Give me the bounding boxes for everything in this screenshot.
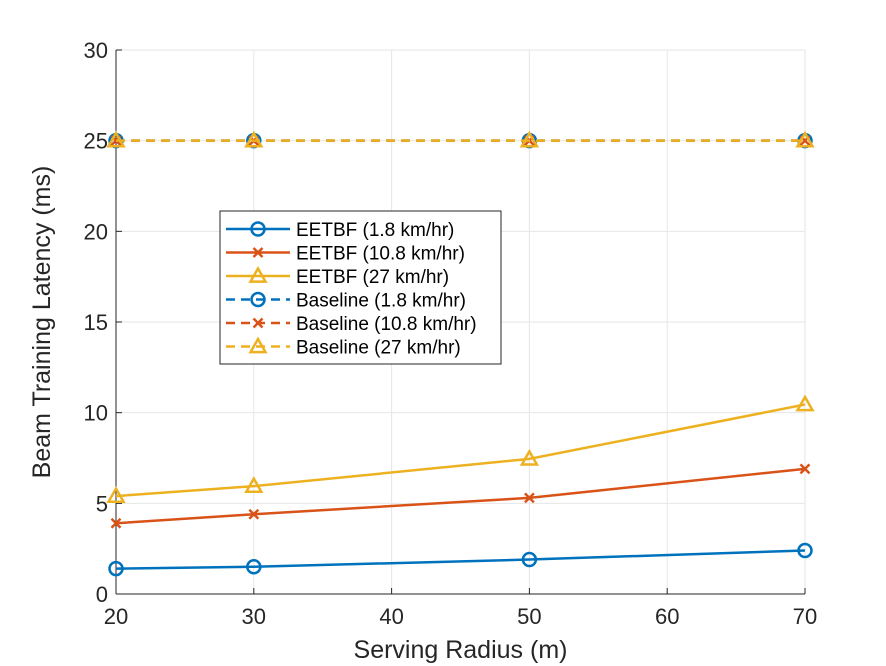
legend-label: EETBF (10.8 km/hr)	[296, 244, 465, 265]
data-point	[797, 542, 813, 559]
legend-label: EETBF (27 km/hr)	[296, 267, 449, 288]
y-tick-label: 15	[84, 310, 108, 335]
x-tick-label: 40	[379, 604, 403, 629]
legend-marker	[248, 336, 268, 354]
x-tick-label: 60	[655, 604, 679, 629]
y-tick-label: 0	[96, 582, 108, 607]
legend-box	[219, 210, 502, 365]
x-tick-label: 30	[242, 604, 266, 629]
legend-marker	[248, 265, 268, 283]
legend-label: Baseline (27 km/hr)	[296, 338, 461, 359]
series-1	[110, 463, 811, 529]
data-point	[244, 476, 264, 493]
legend-marker	[252, 247, 264, 258]
legend-marker	[250, 291, 266, 308]
series-0	[108, 542, 813, 577]
data-point	[524, 492, 535, 504]
data-point	[106, 130, 126, 148]
data-point	[519, 448, 540, 466]
y-tick-label: 25	[84, 129, 108, 154]
data-point	[519, 130, 540, 148]
legend-item: EETBF (10.8 km/hr)	[226, 244, 465, 265]
legend-item: Baseline (10.8 km/hr)	[226, 314, 477, 335]
series-2	[106, 394, 815, 503]
legend-item: Baseline (27 km/hr)	[226, 336, 461, 359]
data-point	[248, 508, 260, 520]
data-point	[521, 551, 538, 568]
data-point	[795, 394, 815, 412]
y-tick-label: 30	[84, 38, 108, 63]
legend-item: EETBF (1.8 km/hr)	[226, 220, 454, 241]
y-tick-label: 10	[84, 401, 108, 426]
data-point	[246, 559, 262, 575]
legend: EETBF (1.8 km/hr) EETBF (10.8 km/hr)EETBF…	[219, 210, 502, 365]
series-layer	[106, 130, 815, 577]
x-tick-label: 70	[793, 604, 817, 629]
data-point	[106, 486, 126, 503]
series-line	[115, 467, 806, 525]
x-axis-label: Serving Radius (m)	[354, 636, 568, 664]
series-line	[115, 403, 806, 498]
y-tick-label: 5	[96, 491, 108, 516]
data-point	[110, 517, 122, 529]
legend-marker	[252, 317, 264, 329]
axes: 20 30 40 50 60 70 0 5 10 15 20 25 30	[84, 38, 818, 629]
legend-item: Baseline (1.8 km/hr)	[226, 291, 466, 312]
x-tick-label: 50	[517, 604, 541, 629]
legend-label: Baseline (1.8 km/hr)	[296, 291, 466, 312]
legend-label: Baseline (10.8 km/hr)	[296, 314, 477, 335]
legend-item: EETBF (27 km/hr)	[226, 265, 449, 288]
data-point	[244, 130, 264, 148]
series-5	[106, 130, 815, 148]
y-axis-label: Beam Training Latency (ms)	[28, 166, 56, 479]
legend-marker	[250, 221, 266, 237]
data-point	[108, 560, 124, 577]
data-point	[795, 130, 815, 148]
series-line	[115, 549, 806, 570]
x-tick-label: 20	[104, 604, 128, 629]
legend-label: EETBF (1.8 km/hr)	[296, 220, 454, 241]
y-tick-label: 20	[84, 219, 108, 244]
data-point	[799, 463, 811, 475]
